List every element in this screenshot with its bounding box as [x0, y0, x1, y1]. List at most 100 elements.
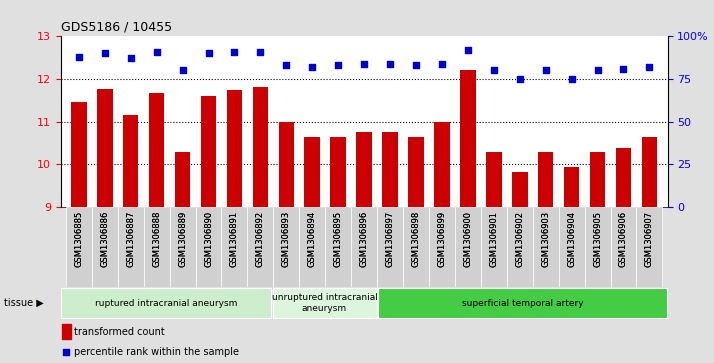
Text: GSM1306890: GSM1306890 [204, 211, 213, 267]
Point [203, 50, 214, 56]
Text: GSM1306907: GSM1306907 [645, 211, 654, 267]
Bar [273, 207, 299, 287]
Bar [585, 207, 610, 287]
Bar [71, 102, 86, 207]
Text: GSM1306896: GSM1306896 [360, 211, 368, 267]
Bar [248, 207, 273, 287]
Bar [636, 207, 663, 287]
Bar [615, 148, 631, 207]
Point [488, 68, 500, 73]
Text: GSM1306895: GSM1306895 [333, 211, 343, 267]
Text: superficial temporal artery: superficial temporal artery [462, 299, 583, 307]
Bar [62, 324, 71, 339]
Point [462, 47, 473, 53]
Bar [507, 207, 533, 287]
Point [514, 76, 526, 82]
Point [177, 68, 188, 73]
Text: unruptured intracranial
aneurysm: unruptured intracranial aneurysm [271, 293, 378, 313]
Bar [123, 115, 139, 207]
Bar [170, 207, 196, 287]
Text: GSM1306901: GSM1306901 [489, 211, 498, 267]
Point [73, 54, 84, 60]
Bar [326, 207, 351, 287]
Bar [97, 89, 113, 207]
Text: GSM1306885: GSM1306885 [74, 211, 84, 267]
Text: GSM1306895: GSM1306895 [333, 211, 343, 267]
Text: GSM1306893: GSM1306893 [282, 211, 291, 267]
Bar [382, 132, 398, 207]
Text: GSM1306896: GSM1306896 [360, 211, 368, 267]
Bar [201, 96, 216, 207]
Text: GSM1306897: GSM1306897 [386, 211, 395, 267]
Point [358, 61, 370, 66]
Bar [642, 137, 657, 207]
Text: GSM1306887: GSM1306887 [126, 211, 135, 267]
Bar [538, 152, 553, 207]
Bar [486, 152, 502, 207]
Text: GSM1306900: GSM1306900 [463, 211, 473, 267]
Point [125, 56, 136, 61]
Bar [378, 288, 667, 318]
Point [408, 239, 420, 245]
Text: GSM1306903: GSM1306903 [541, 211, 550, 267]
Bar [429, 207, 455, 287]
Bar [304, 137, 320, 207]
Bar [403, 207, 429, 287]
Bar [61, 288, 271, 318]
Point [384, 61, 396, 66]
Bar [221, 207, 248, 287]
Point [411, 62, 422, 68]
Text: GSM1306902: GSM1306902 [516, 211, 524, 267]
Point [281, 62, 292, 68]
Text: GSM1306886: GSM1306886 [100, 211, 109, 267]
Point [618, 66, 629, 72]
Text: GSM1306900: GSM1306900 [463, 211, 473, 267]
Text: GSM1306903: GSM1306903 [541, 211, 550, 267]
Bar [66, 207, 92, 287]
Bar [175, 152, 191, 207]
Point [436, 61, 448, 66]
Text: GSM1306898: GSM1306898 [411, 211, 421, 267]
Bar [118, 207, 144, 287]
Bar [408, 137, 424, 207]
Text: GSM1306886: GSM1306886 [100, 211, 109, 267]
Text: GSM1306907: GSM1306907 [645, 211, 654, 267]
Text: transformed count: transformed count [74, 327, 165, 337]
Text: GSM1306905: GSM1306905 [593, 211, 602, 267]
Point [306, 64, 318, 70]
Text: GSM1306902: GSM1306902 [516, 211, 524, 267]
Text: GSM1306905: GSM1306905 [593, 211, 602, 267]
Text: GSM1306889: GSM1306889 [178, 211, 187, 267]
Bar [273, 288, 376, 318]
Text: GSM1306894: GSM1306894 [308, 211, 317, 267]
Bar [377, 207, 403, 287]
Text: GSM1306898: GSM1306898 [411, 211, 421, 267]
Text: GSM1306906: GSM1306906 [619, 211, 628, 267]
Text: GSM1306899: GSM1306899 [438, 211, 446, 267]
Bar [564, 167, 579, 207]
Bar [278, 122, 294, 207]
Bar [226, 90, 242, 207]
Bar [196, 207, 221, 287]
Point [592, 68, 603, 73]
Bar [331, 137, 346, 207]
Bar [92, 207, 118, 287]
Point [644, 64, 655, 70]
Text: percentile rank within the sample: percentile rank within the sample [74, 347, 239, 357]
Point [228, 49, 240, 54]
Bar [610, 207, 636, 287]
Text: GSM1306899: GSM1306899 [438, 211, 446, 267]
Bar [481, 207, 507, 287]
Point [540, 68, 551, 73]
Text: GSM1306887: GSM1306887 [126, 211, 135, 267]
Text: GSM1306893: GSM1306893 [282, 211, 291, 267]
Text: GSM1306897: GSM1306897 [386, 211, 395, 267]
Text: GSM1306904: GSM1306904 [567, 211, 576, 267]
Text: GSM1306904: GSM1306904 [567, 211, 576, 267]
Bar [144, 207, 170, 287]
Point [255, 49, 266, 54]
Bar [299, 207, 326, 287]
Bar [455, 207, 481, 287]
Bar [434, 122, 450, 207]
Text: GSM1306901: GSM1306901 [489, 211, 498, 267]
